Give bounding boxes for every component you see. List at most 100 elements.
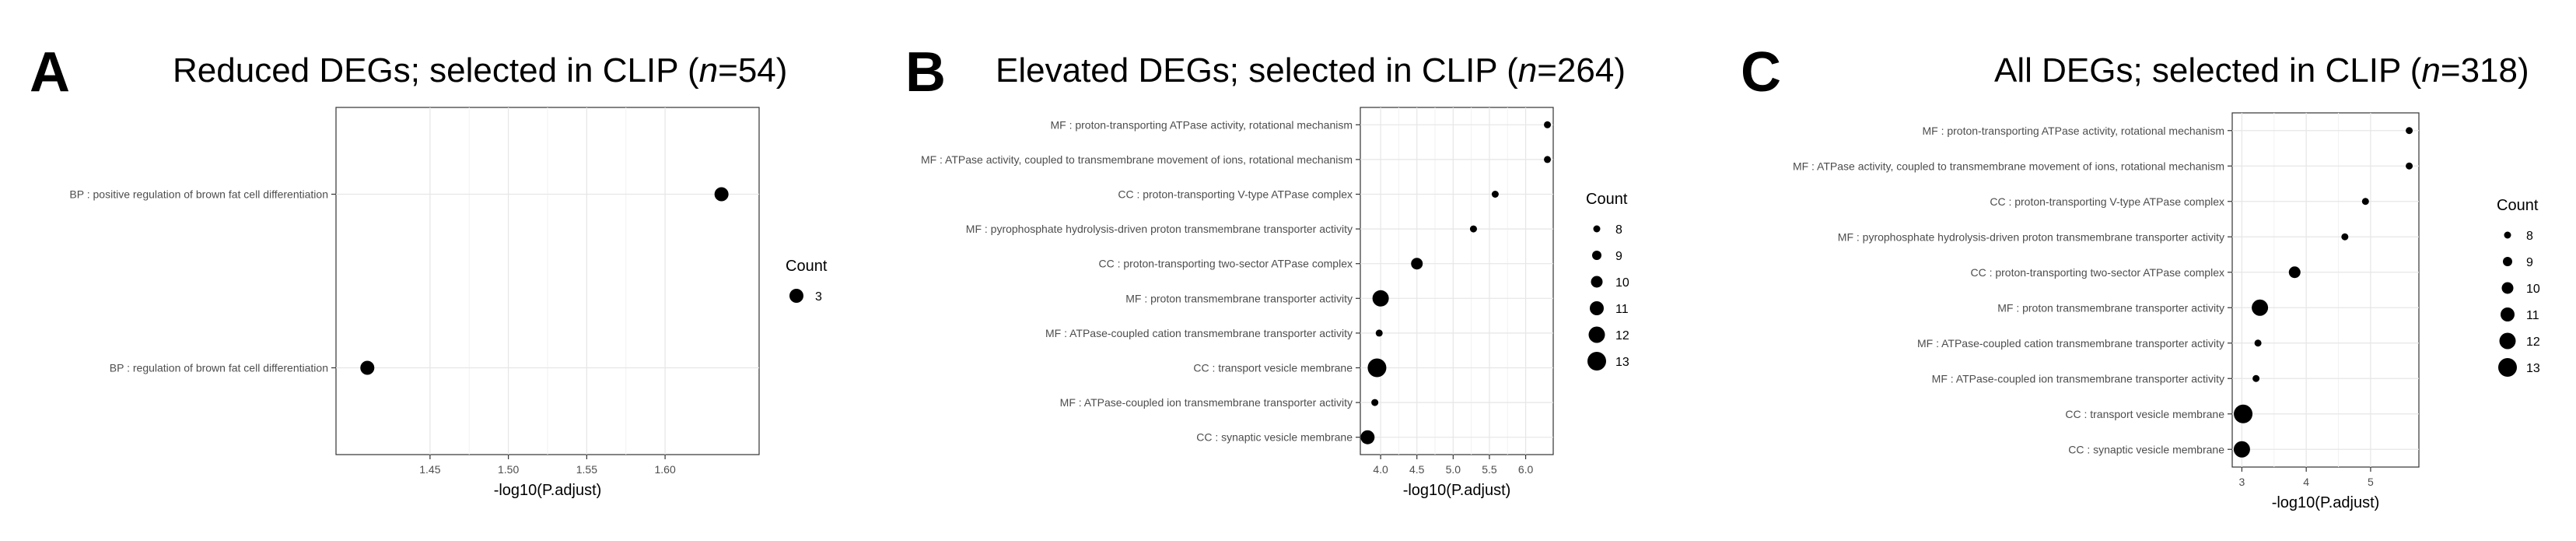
y-tick-label: BP : regulation of brown fat cell differ… — [110, 362, 328, 374]
data-point — [1367, 358, 1387, 378]
y-tick-label: MF : ATPase-coupled ion transmembrane tr… — [1060, 396, 1353, 409]
y-tick-label: CC : transport vesicle membrane — [2065, 408, 2224, 420]
data-point — [2234, 404, 2253, 423]
legend-key — [2504, 231, 2511, 239]
x-tick-label: 4 — [2303, 476, 2309, 488]
legend-label: 3 — [815, 290, 822, 304]
y-tick-label: CC : synaptic vesicle membrane — [2068, 443, 2224, 455]
legend-key — [1590, 301, 1604, 315]
legend-label: 13 — [2526, 362, 2540, 375]
y-tick-label: MF : ATPase-coupled ion transmembrane tr… — [1932, 372, 2224, 385]
legend-label: 8 — [1615, 223, 1622, 237]
chart-title-suffix: =264) — [1537, 51, 1626, 90]
data-point — [2252, 374, 2260, 382]
legend-key — [1588, 326, 1605, 343]
chart-title: Elevated DEGs; selected in CLIP (n=264) — [996, 51, 1626, 90]
chart-title-n: n — [1517, 51, 1538, 90]
chart-title-prefix: Elevated DEGs; selected in CLIP ( — [996, 51, 1518, 90]
legend-label: 11 — [2526, 309, 2539, 322]
chart-title-n: n — [2421, 51, 2441, 90]
dot-plot: 1.45 1.50 1.55 1.60 BP : positive regulation… — [69, 107, 828, 499]
legend-label: 8 — [2526, 230, 2533, 243]
legend-key — [789, 289, 803, 303]
y-tick-label: CC : synaptic vesicle membrane — [1196, 431, 1353, 444]
chart-title-prefix: All DEGs; selected in CLIP ( — [1994, 51, 2422, 90]
y-tick-label: MF : ATPase activity, coupled to transme… — [1793, 160, 2224, 172]
panel-letter: A — [30, 41, 70, 104]
panel-letter: B — [905, 41, 946, 104]
legend-key — [1593, 225, 1601, 233]
data-point — [2341, 233, 2349, 241]
legend-key — [2498, 358, 2517, 377]
x-tick-label: 5 — [2368, 476, 2374, 488]
data-point — [1544, 156, 1552, 163]
plot-panel — [2231, 112, 2420, 468]
x-tick-label: 5.0 — [1446, 463, 1461, 476]
x-tick-label: 1.60 — [654, 463, 675, 476]
chart-title-suffix: =54) — [718, 51, 788, 90]
x-tick-label: 4.5 — [1409, 463, 1425, 476]
data-point — [2288, 266, 2301, 279]
legend-key — [2501, 282, 2514, 294]
data-point — [1371, 399, 1379, 406]
y-tick-label: CC : proton-transporting V-type ATPase c… — [1990, 195, 2224, 208]
x-tick-label: 6.0 — [1518, 463, 1534, 476]
data-point — [1375, 329, 1383, 337]
y-tick-label: MF : pyrophosphate hydrolysis-driven pro… — [1838, 230, 2224, 243]
y-tick-label: CC : proton-transporting two-sector ATPa… — [1970, 266, 2224, 279]
legend-label: 12 — [1615, 329, 1629, 343]
y-tick-label: MF : ATPase activity, coupled to transme… — [921, 153, 1353, 166]
legend-label: 12 — [2526, 335, 2540, 349]
x-tick-label: 1.45 — [419, 463, 440, 476]
y-tick-label: MF : proton transmembrane transporter ac… — [1997, 301, 2224, 314]
x-tick-label: 5.5 — [1482, 463, 1497, 476]
legend-label: 9 — [1615, 250, 1622, 263]
panel-a: A Reduced DEGs; selected in CLIP (n=54) … — [0, 0, 859, 541]
legend-label: 10 — [1615, 276, 1629, 290]
panel-c: C All DEGs; selected in CLIP (n=318) 3 4 5… — [1717, 0, 2576, 541]
x-tick-label: 4.0 — [1373, 463, 1388, 476]
x-axis-title: -log10(P.adjust) — [1403, 482, 1511, 499]
data-point — [1372, 290, 1389, 307]
data-point — [2406, 162, 2413, 170]
data-point — [714, 187, 729, 202]
data-point — [2252, 299, 2269, 316]
data-point — [1469, 225, 1477, 233]
data-point — [2233, 441, 2250, 458]
legend-title: Count — [786, 258, 828, 275]
y-tick-label: MF : proton-transporting ATPase activity… — [1050, 118, 1353, 131]
legend-label: 9 — [2526, 256, 2533, 269]
legend-key — [2499, 332, 2516, 350]
data-point — [2361, 198, 2369, 206]
y-tick-label: MF : pyrophosphate hydrolysis-driven pro… — [966, 223, 1353, 235]
x-axis-title: -log10(P.adjust) — [2272, 494, 2380, 511]
legend-title: Count — [2497, 197, 2539, 214]
y-tick-label: CC : transport vesicle membrane — [1193, 362, 1353, 374]
legend-key — [2501, 307, 2515, 321]
y-tick-label: MF : ATPase-coupled cation transmembrane… — [1917, 337, 2224, 350]
legend-key — [2503, 257, 2512, 266]
legend-key — [1592, 251, 1601, 260]
data-point — [1491, 191, 1499, 198]
chart-title-prefix: Reduced DEGs; selected in CLIP ( — [173, 51, 699, 90]
dot-plot: 3 4 5 MF : proton-transporting ATPase activ… — [1793, 112, 2540, 511]
legend-label: 10 — [2526, 283, 2540, 296]
chart-title-suffix: =318) — [2440, 51, 2529, 90]
legend-label: 13 — [1615, 356, 1629, 369]
data-point — [360, 360, 375, 375]
legend-label: 11 — [1615, 303, 1629, 316]
data-point — [1411, 258, 1423, 270]
x-tick-label: 1.50 — [498, 463, 519, 476]
y-tick-label: MF : ATPase-coupled cation transmembrane… — [1045, 327, 1353, 339]
legend-key — [1587, 352, 1606, 371]
plot-panel — [1360, 107, 1554, 455]
data-point — [1360, 430, 1375, 444]
chart-title-n: n — [698, 51, 719, 90]
data-point — [1544, 121, 1552, 128]
x-tick-label: 1.55 — [576, 463, 597, 476]
chart-title: Reduced DEGs; selected in CLIP (n=54) — [173, 51, 787, 90]
data-point — [2406, 127, 2413, 135]
x-axis-title: -log10(P.adjust) — [494, 482, 602, 499]
y-tick-label: CC : proton-transporting V-type ATPase c… — [1118, 188, 1353, 201]
y-tick-label: BP : positive regulation of brown fat ce… — [69, 188, 328, 201]
